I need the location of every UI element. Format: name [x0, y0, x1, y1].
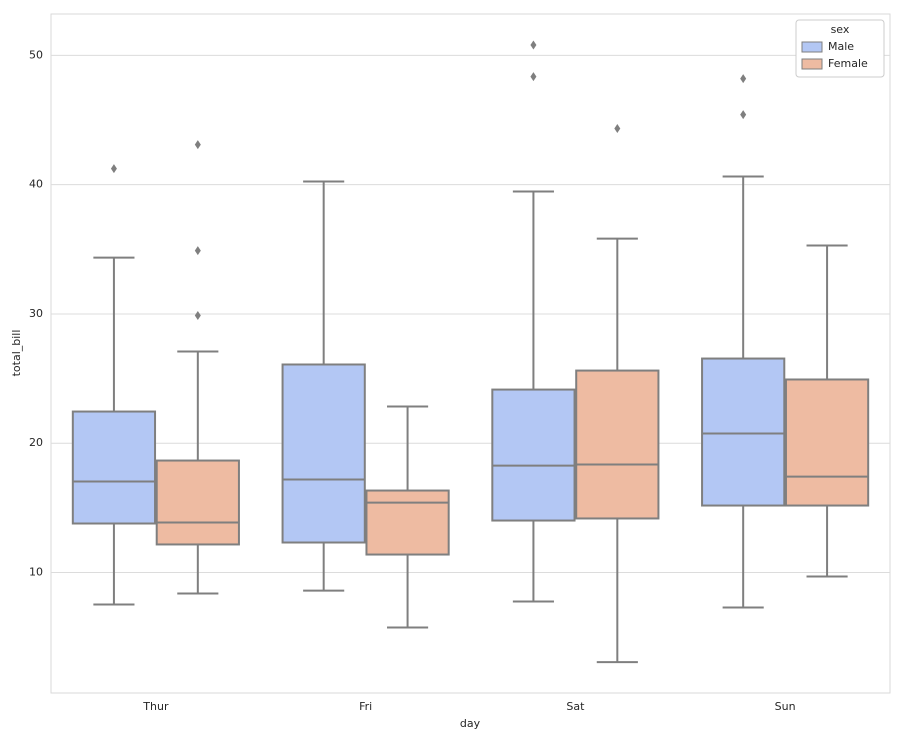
x-tick-label: Fri: [359, 700, 372, 713]
y-tick-label: 10: [29, 566, 43, 579]
legend-label: Male: [828, 40, 854, 53]
x-axis-label: day: [460, 717, 481, 730]
legend-swatch: [801, 58, 823, 70]
x-tick-label: Sat: [566, 700, 585, 713]
legend-label: Female: [828, 57, 868, 70]
outlier: [740, 74, 747, 84]
box: [281, 363, 366, 544]
outlier: [614, 124, 621, 134]
y-tick-label: 20: [29, 436, 43, 449]
y-tick-label: 30: [29, 307, 43, 320]
y-tick-label: 40: [29, 178, 43, 191]
box: [71, 410, 157, 525]
outlier: [194, 140, 201, 150]
box: [365, 489, 450, 556]
outlier: [110, 164, 117, 174]
box: [701, 357, 786, 507]
x-tick-label: Sun: [775, 700, 796, 713]
outlier: [194, 246, 201, 256]
outlier: [194, 310, 201, 320]
y-axis-label: total_bill: [10, 330, 23, 377]
plot-area: [50, 13, 891, 694]
legend-swatch: [801, 41, 823, 53]
box: [784, 378, 870, 507]
outlier: [530, 72, 537, 82]
x-tick-label: Thur: [142, 700, 169, 713]
y-tick-label: 50: [29, 48, 43, 61]
outlier: [740, 110, 747, 120]
box: [491, 388, 576, 522]
box: [575, 369, 660, 520]
outlier: [530, 40, 537, 50]
legend-title: sex: [831, 23, 850, 36]
box: [155, 459, 240, 546]
